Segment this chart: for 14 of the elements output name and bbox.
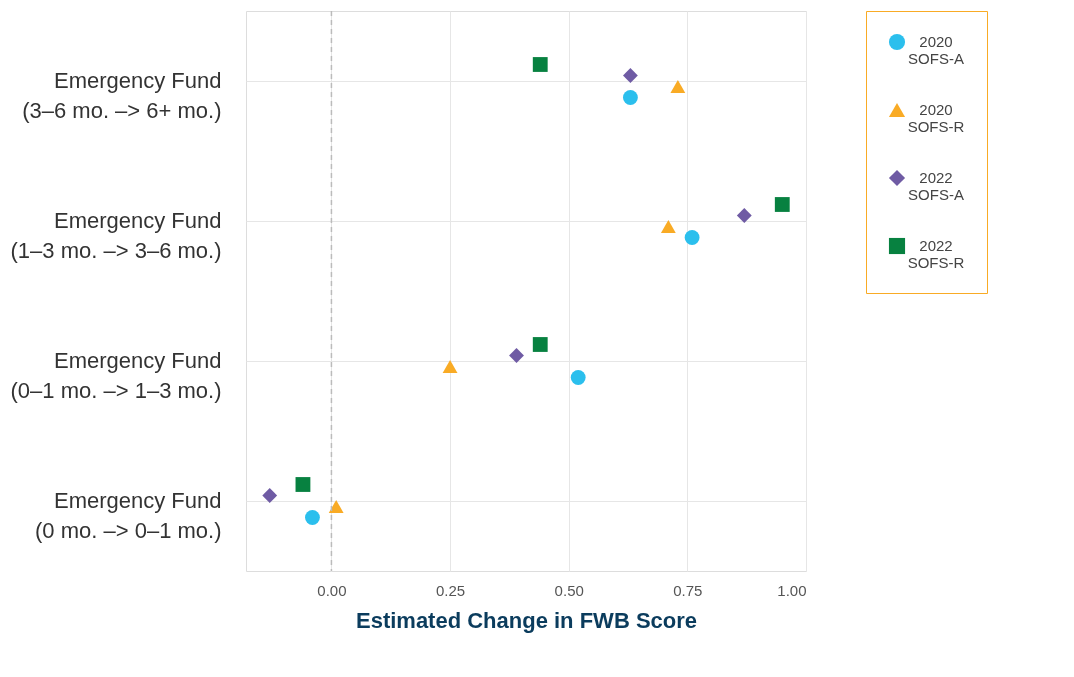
x-axis-title: Estimated Change in FWB Score: [355, 607, 698, 633]
legend-label: 2020 SOFS-A: [908, 33, 964, 67]
x-tick-label: 0.25: [435, 581, 466, 599]
x-tick-label: 0.00: [317, 581, 347, 599]
legend-label: 2020 SOFS-R: [907, 101, 965, 135]
y-tick-label: Emergency Fund (0 mo. –> 0–1 mo.): [35, 488, 222, 543]
x-tick-label: 0.50: [554, 581, 584, 599]
y-tick-label: Emergency Fund (0–1 mo. –> 1–3 mo.): [10, 348, 222, 403]
y-tick-label: Emergency Fund (3–6 mo. –> 6+ mo.): [22, 68, 222, 123]
legend-label: 2022 SOFS-R: [907, 237, 965, 271]
y-tick-label: Emergency Fund (1–3 mo. –> 3–6 mo.): [10, 208, 222, 263]
legend-label: 2022 SOFS-A: [908, 169, 964, 203]
x-tick-label: 0.75: [673, 581, 703, 599]
x-tick-label: 1.00: [777, 581, 807, 599]
